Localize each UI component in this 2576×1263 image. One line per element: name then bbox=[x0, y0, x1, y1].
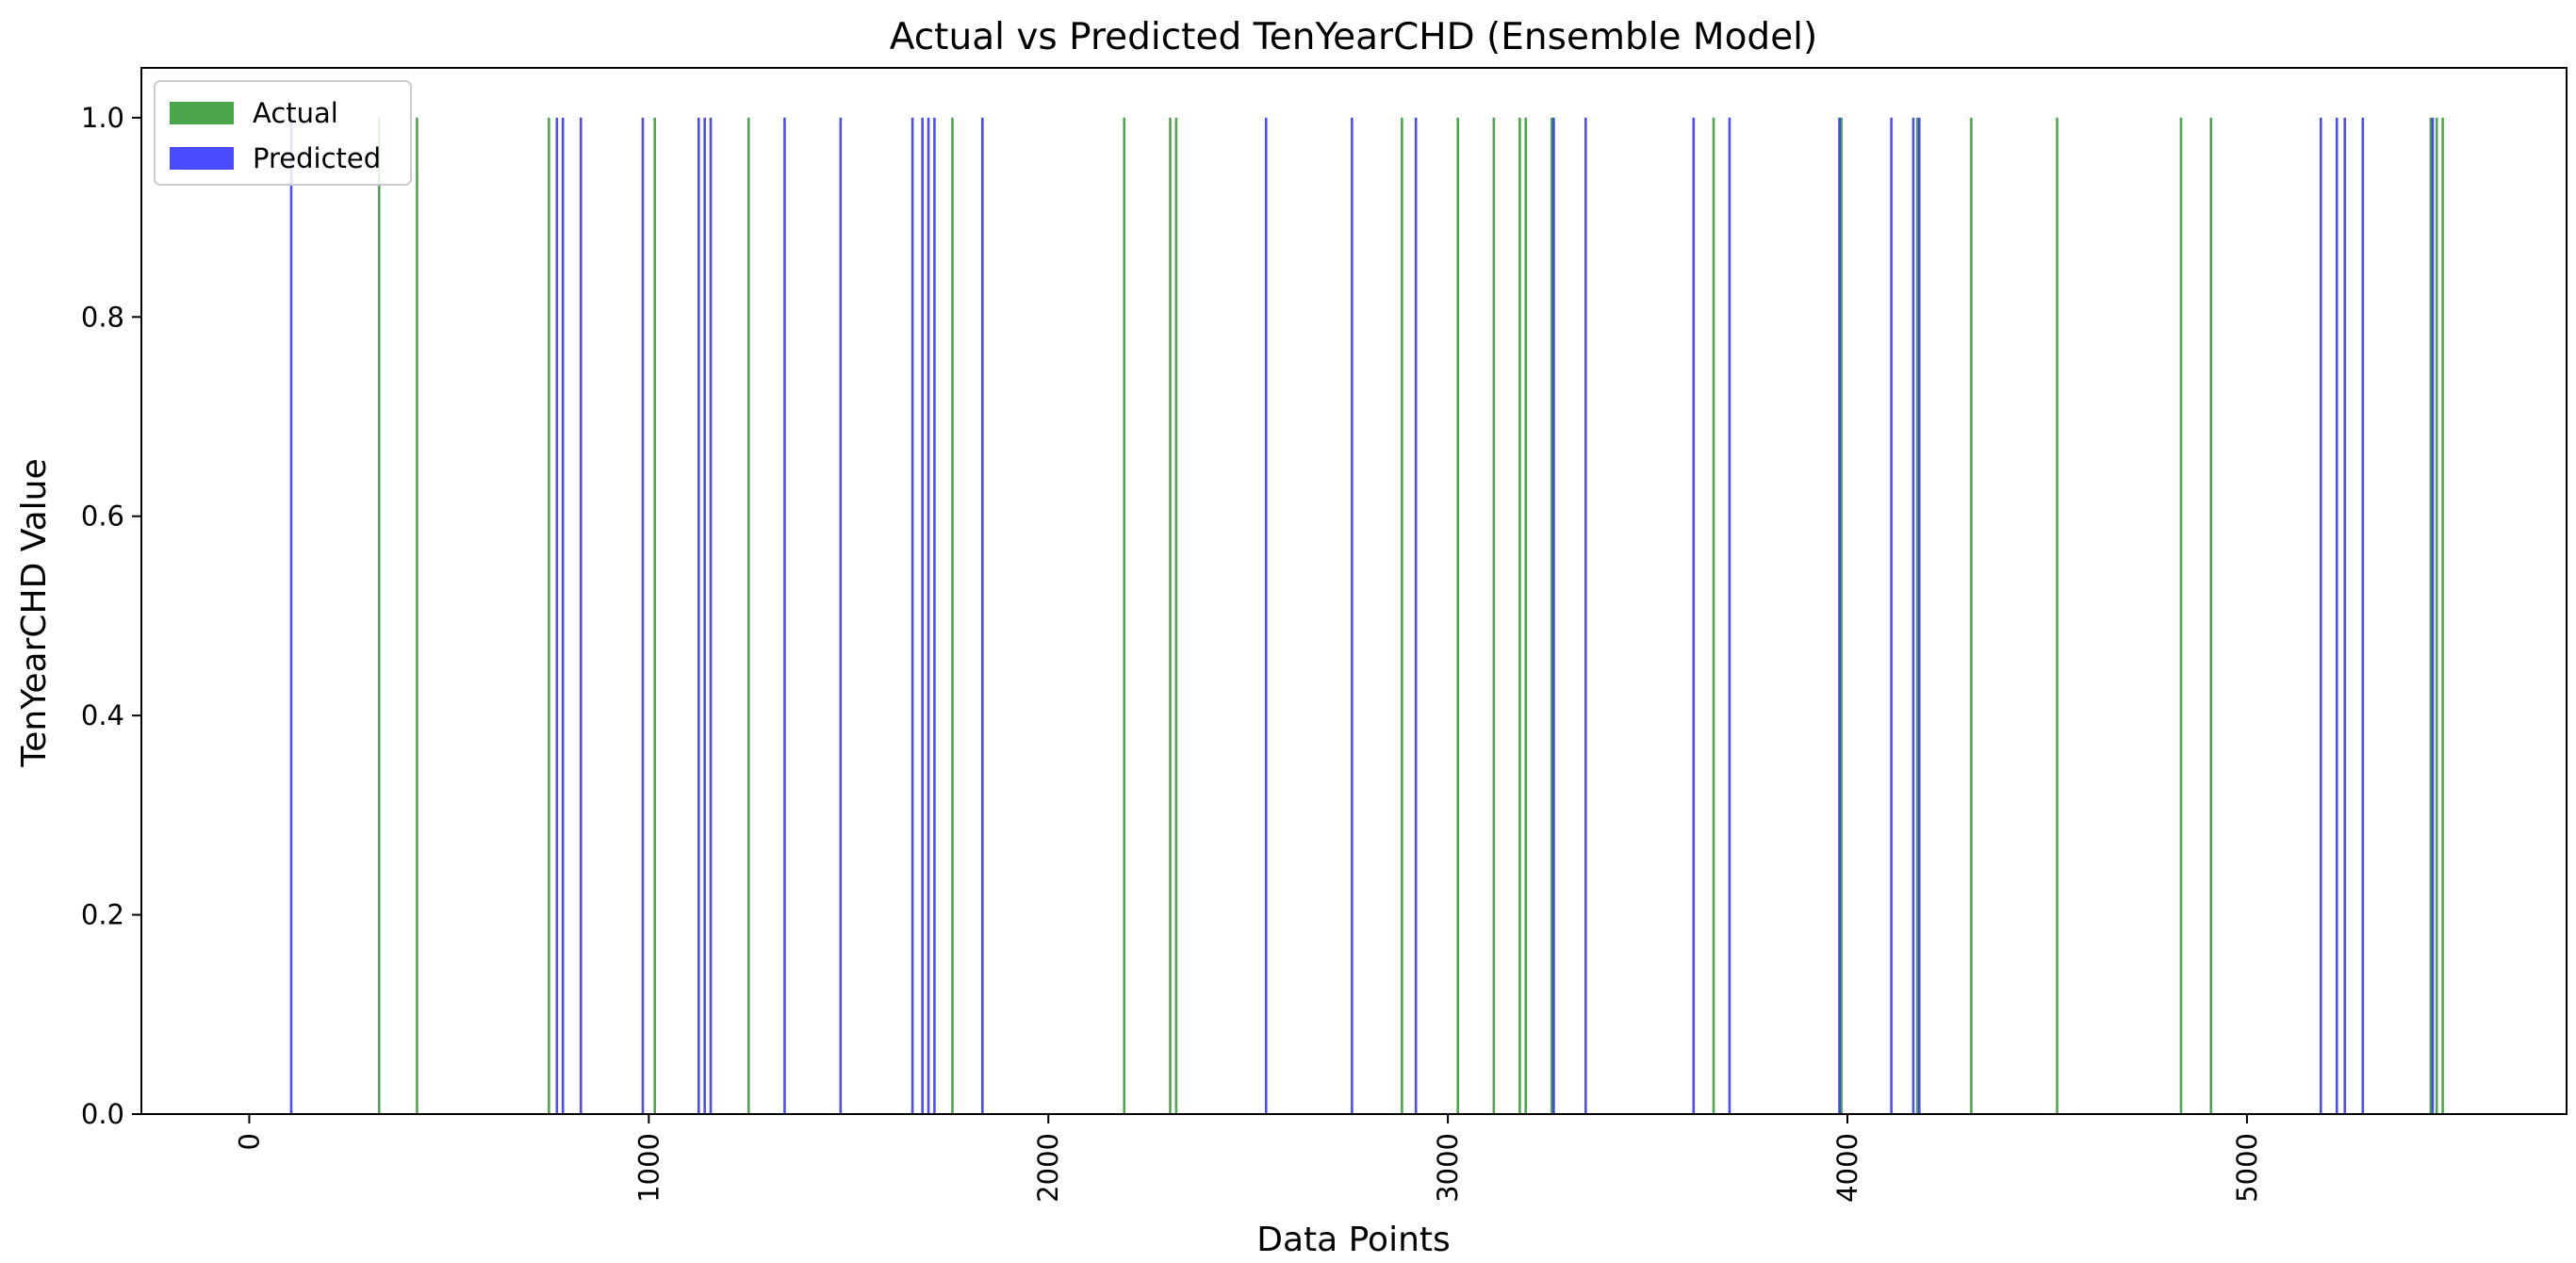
predicted-bar bbox=[1692, 117, 1696, 1114]
y-tick-label: 0.6 bbox=[81, 500, 124, 533]
plot-frame bbox=[140, 67, 2568, 1115]
actual-bar bbox=[1915, 117, 1919, 1114]
actual-bar bbox=[2056, 117, 2059, 1114]
actual-bar bbox=[1524, 117, 1528, 1114]
x-tick-label: 3000 bbox=[1432, 1133, 1464, 1203]
actual-bar bbox=[951, 117, 954, 1114]
y-tick-label: 0.8 bbox=[81, 301, 124, 333]
legend-label-actual: Actual bbox=[253, 97, 338, 129]
actual-bar bbox=[1169, 117, 1172, 1114]
predicted-bar bbox=[839, 117, 843, 1114]
y-tick-label: 0.4 bbox=[81, 699, 124, 731]
predicted-bar bbox=[783, 117, 786, 1114]
predicted-bar bbox=[1918, 117, 1921, 1114]
predicted-bar bbox=[1911, 117, 1915, 1114]
predicted-bar bbox=[1728, 117, 1731, 1114]
actual-bar bbox=[1174, 117, 1178, 1114]
predicted-bar bbox=[933, 117, 936, 1114]
predicted-bar bbox=[2335, 117, 2338, 1114]
bars-layer bbox=[289, 117, 2444, 1114]
actual-bar bbox=[2429, 117, 2433, 1114]
legend-swatch-actual bbox=[170, 102, 234, 124]
y-axis-label: TenYearCHD Value bbox=[15, 458, 54, 767]
predicted-bar bbox=[921, 117, 925, 1114]
x-tick-label: 1000 bbox=[632, 1133, 665, 1203]
actual-bar bbox=[653, 117, 656, 1114]
predicted-bar bbox=[1552, 117, 1555, 1114]
y-tick-label: 0.2 bbox=[81, 899, 124, 931]
chart-title: Actual vs Predicted TenYearCHD (Ensemble… bbox=[890, 16, 1817, 58]
predicted-bar bbox=[1351, 117, 1354, 1114]
legend-label-predicted: Predicted bbox=[253, 142, 381, 174]
actual-bar bbox=[2209, 117, 2213, 1114]
actual-bar bbox=[1123, 117, 1126, 1114]
predicted-bar bbox=[709, 117, 713, 1114]
x-tick-label: 0 bbox=[233, 1133, 265, 1150]
predicted-bar bbox=[641, 117, 645, 1114]
actual-bar bbox=[2441, 117, 2444, 1114]
actual-bar bbox=[1492, 117, 1496, 1114]
predicted-bar bbox=[289, 117, 293, 1114]
predicted-bar bbox=[561, 117, 565, 1114]
predicted-bar bbox=[697, 117, 700, 1114]
x-tick-label: 5000 bbox=[2231, 1133, 2263, 1203]
legend-swatch-predicted bbox=[170, 147, 234, 170]
legend: Actual Predicted bbox=[154, 80, 412, 186]
predicted-bar bbox=[980, 117, 984, 1114]
predicted-bar bbox=[555, 117, 559, 1114]
predicted-bar bbox=[1584, 117, 1587, 1114]
x-tick-label: 4000 bbox=[1831, 1133, 1863, 1203]
actual-bar bbox=[1840, 117, 1843, 1114]
actual-bar bbox=[747, 117, 750, 1114]
predicted-bar bbox=[1838, 117, 1841, 1114]
actual-bar bbox=[1518, 117, 1521, 1114]
actual-bar bbox=[1712, 117, 1715, 1114]
actual-bar bbox=[2435, 117, 2438, 1114]
actual-bar bbox=[548, 117, 550, 1114]
predicted-bar bbox=[2361, 117, 2365, 1114]
actual-bar bbox=[1456, 117, 1460, 1114]
actual-bar bbox=[1551, 117, 1553, 1114]
actual-bar bbox=[1970, 117, 1973, 1114]
predicted-bar bbox=[1414, 117, 1418, 1114]
predicted-bar bbox=[2343, 117, 2347, 1114]
y-tick-label: 1.0 bbox=[81, 102, 124, 134]
predicted-bar bbox=[579, 117, 582, 1114]
x-tick-label: 2000 bbox=[1032, 1133, 1064, 1203]
x-axis-label: Data Points bbox=[1256, 1221, 1451, 1259]
predicted-bar bbox=[703, 117, 706, 1114]
actual-bar bbox=[377, 117, 381, 1114]
ticks-layer: 0 1000 2000 3000 4000 5000 0.0 0.2 0.4 0.6 0.8 1.0 bbox=[81, 102, 2263, 1203]
predicted-bar bbox=[2320, 117, 2322, 1114]
y-tick-label: 0.0 bbox=[81, 1098, 124, 1130]
actual-bar bbox=[1401, 117, 1403, 1114]
predicted-bar bbox=[1264, 117, 1268, 1114]
actual-bar bbox=[2179, 117, 2183, 1114]
predicted-bar bbox=[2431, 117, 2435, 1114]
predicted-bar bbox=[1890, 117, 1893, 1114]
actual-bar bbox=[416, 117, 418, 1114]
predicted-bar bbox=[911, 117, 914, 1114]
predicted-bar bbox=[927, 117, 930, 1114]
